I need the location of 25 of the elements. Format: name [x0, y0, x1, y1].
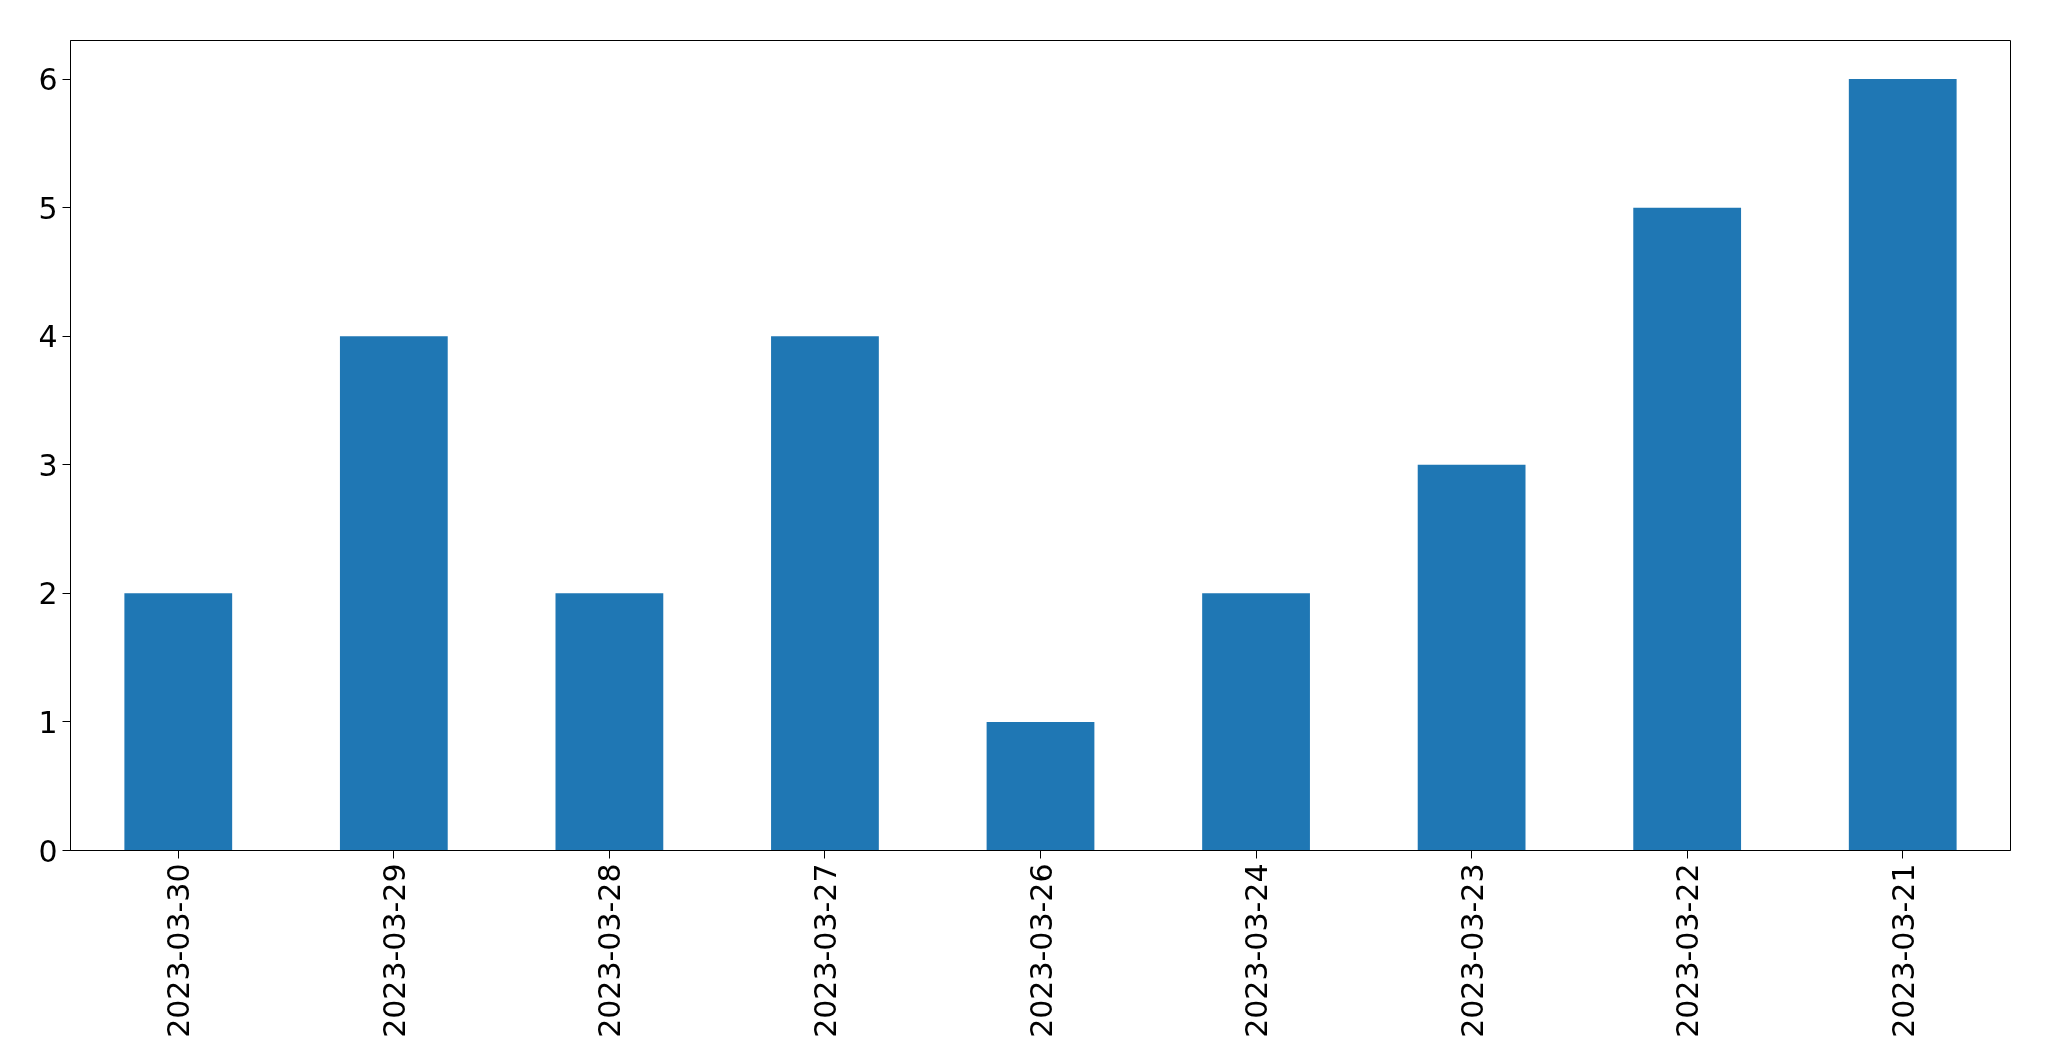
x-tick-label: 2023-03-22 [1670, 863, 1706, 1038]
x-tick-label: 2023-03-29 [376, 863, 412, 1038]
y-tick-label: 5 [38, 190, 58, 226]
y-tick-label: 1 [38, 704, 58, 740]
y-tick-label: 6 [38, 62, 58, 98]
x-tick-label: 2023-03-28 [592, 863, 628, 1038]
y-tick-label: 0 [38, 833, 58, 869]
y-tick-label: 2 [38, 576, 58, 612]
x-tick-label: 2023-03-21 [1885, 863, 1921, 1038]
x-tick-label: 2023-03-30 [161, 863, 197, 1038]
bar [1848, 79, 1957, 851]
bar [986, 721, 1095, 851]
bar [555, 593, 664, 851]
x-tick-label: 2023-03-23 [1454, 863, 1490, 1038]
x-tick-label: 2023-03-27 [807, 863, 843, 1038]
y-tick-label: 4 [38, 319, 58, 355]
x-tick-label: 2023-03-26 [1023, 863, 1059, 1038]
bar [339, 336, 448, 851]
bar [1417, 464, 1526, 851]
bar [1633, 207, 1742, 851]
y-tick-label: 3 [38, 447, 58, 483]
bar [771, 336, 879, 851]
bar [1202, 593, 1310, 851]
bar [124, 593, 233, 851]
x-tick-label: 2023-03-24 [1239, 863, 1275, 1038]
